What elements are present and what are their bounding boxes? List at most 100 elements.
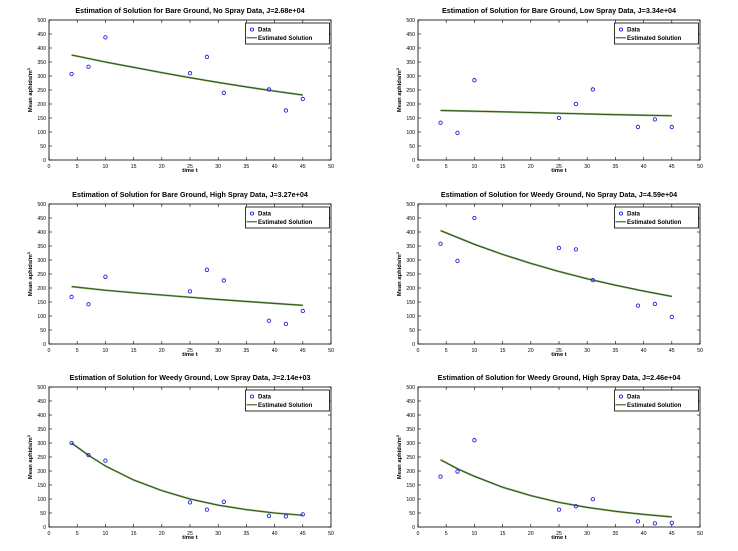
x-tick-label: 25 — [556, 531, 562, 537]
plot-svg-1: 0 5 10 15 20 25 30 35 40 45 5005010015020025030035… — [26, 6, 334, 174]
x-tick-label: 35 — [613, 164, 619, 170]
y-tick-label: 50 — [40, 511, 46, 517]
x-tick-label: 45 — [669, 348, 675, 354]
data-point-marker — [187, 288, 193, 294]
x-tick-label: 0 — [48, 164, 51, 170]
x-tick-label: 50 — [328, 164, 334, 170]
x-tick-label: 0 — [417, 531, 420, 537]
x-tick-label: 30 — [584, 348, 590, 354]
data-point-marker — [187, 500, 193, 505]
x-tick-label: 30 — [584, 164, 590, 170]
data-point-marker — [438, 241, 443, 246]
x-tick-label: 0 — [48, 348, 51, 354]
y-tick-label: 250 — [37, 88, 46, 94]
data-point-marker — [455, 258, 460, 263]
y-tick-label: 500 — [406, 18, 415, 24]
y-tick-label: 500 — [37, 385, 46, 391]
y-tick-label: 0 — [412, 341, 415, 347]
estimated-solution-line — [71, 442, 303, 516]
plot-title: Estimation of Solution for Weedy Ground,… — [69, 373, 310, 382]
y-tick-label: 50 — [40, 144, 46, 150]
x-tick-label: 35 — [244, 531, 250, 537]
plot-svg-6: 0 5 10 15 20 25 30 35 40 45 5005010015020025030035… — [395, 373, 703, 541]
subplot-1: 0 5 10 15 20 25 30 35 40 45 50 0 50 100 150 200 250 300 35… — [0, 0, 369, 184]
legend-label-data: Data — [258, 28, 272, 34]
data-point-marker — [221, 277, 226, 283]
data-points — [438, 215, 674, 319]
y-tick-label: 350 — [37, 243, 46, 249]
data-point-marker — [590, 497, 595, 502]
legend-data-marker-icon — [618, 394, 624, 399]
data-point-marker — [86, 452, 91, 458]
y-tick-label: 300 — [37, 257, 46, 263]
x-tick-label: 50 — [697, 164, 703, 170]
y-tick-label: 200 — [37, 102, 46, 108]
x-axis-label: time t — [551, 168, 567, 174]
y-tick-label: 450 — [37, 399, 46, 405]
x-tick-label: 25 — [556, 164, 562, 170]
legend-label-data: Data — [258, 395, 272, 401]
x-tick-label: 50 — [328, 531, 334, 537]
data-point-marker — [187, 71, 193, 76]
y-tick-label: 250 — [406, 455, 415, 461]
data-point-marker — [266, 318, 272, 323]
y-tick-label: 200 — [406, 469, 415, 475]
data-point-marker — [300, 512, 305, 517]
plot-title: Estimation of Solution for Weedy Ground,… — [438, 373, 681, 382]
legend-label-data: Data — [627, 395, 641, 401]
y-tick-label: 0 — [43, 525, 46, 531]
data-point-marker — [669, 124, 674, 130]
data-point-marker — [556, 115, 562, 121]
legend-label-estimated-solution: Estimated Solution — [627, 403, 682, 409]
legend-label-estimated-solution: Estimated Solution — [627, 220, 682, 226]
data-point-marker — [590, 87, 595, 92]
x-tick-label: 35 — [613, 348, 619, 354]
y-axis-label: Mean aphids/m3 — [395, 67, 403, 112]
legend-label-data: Data — [627, 211, 641, 217]
x-tick-label: 45 — [300, 531, 306, 537]
plot-title: Estimation of Solution for Weedy Ground,… — [441, 190, 677, 199]
x-tick-label: 30 — [215, 164, 221, 170]
data-points — [69, 267, 305, 326]
y-tick-label: 100 — [37, 130, 46, 136]
data-point-marker — [221, 90, 226, 95]
estimated-solution-line — [71, 54, 303, 96]
x-tick-label: 25 — [556, 348, 562, 354]
data-points — [69, 440, 305, 519]
data-point-marker — [221, 499, 226, 504]
y-tick-label: 50 — [409, 144, 415, 150]
x-tick-label: 15 — [131, 348, 137, 354]
estimated-solution-line — [440, 459, 672, 518]
data-point-marker — [69, 294, 74, 299]
axis-ticks: 0 5 10 15 20 25 30 35 40 45 5005010015020025030035… — [37, 18, 334, 170]
y-tick-label: 250 — [37, 455, 46, 461]
legend-label-estimated-solution: Estimated Solution — [258, 220, 313, 226]
data-point-marker — [573, 101, 579, 107]
data-point-marker — [556, 507, 562, 512]
x-tick-label: 20 — [528, 164, 534, 170]
y-tick-label: 200 — [406, 102, 415, 108]
data-point-marker — [652, 117, 658, 122]
data-point-marker — [455, 469, 460, 474]
x-tick-label: 10 — [472, 348, 478, 354]
x-tick-label: 50 — [697, 531, 703, 537]
x-tick-label: 5 — [445, 164, 448, 170]
data-point-marker — [204, 507, 210, 512]
estimated-solution-line — [71, 285, 303, 306]
y-tick-label: 250 — [406, 88, 415, 94]
x-tick-label: 15 — [131, 164, 137, 170]
plot-title: Estimation of Solution for Bare Ground, … — [72, 190, 308, 199]
x-tick-label: 50 — [328, 348, 334, 354]
data-point-marker — [300, 96, 305, 102]
x-tick-label: 5 — [445, 531, 448, 537]
plot-svg-5: 0 5 10 15 20 25 30 35 40 45 5005010015020025030035… — [26, 373, 334, 541]
x-tick-label: 45 — [300, 348, 306, 354]
plot-title: Estimation of Solution for Bare Ground, … — [75, 6, 304, 15]
data-point-marker — [472, 438, 477, 443]
x-tick-label: 10 — [472, 531, 478, 537]
legend: Data Estimated Solution — [245, 389, 330, 412]
y-tick-label: 100 — [37, 313, 46, 319]
data-point-marker — [300, 308, 305, 313]
legend-label-estimated-solution: Estimated Solution — [627, 36, 682, 42]
